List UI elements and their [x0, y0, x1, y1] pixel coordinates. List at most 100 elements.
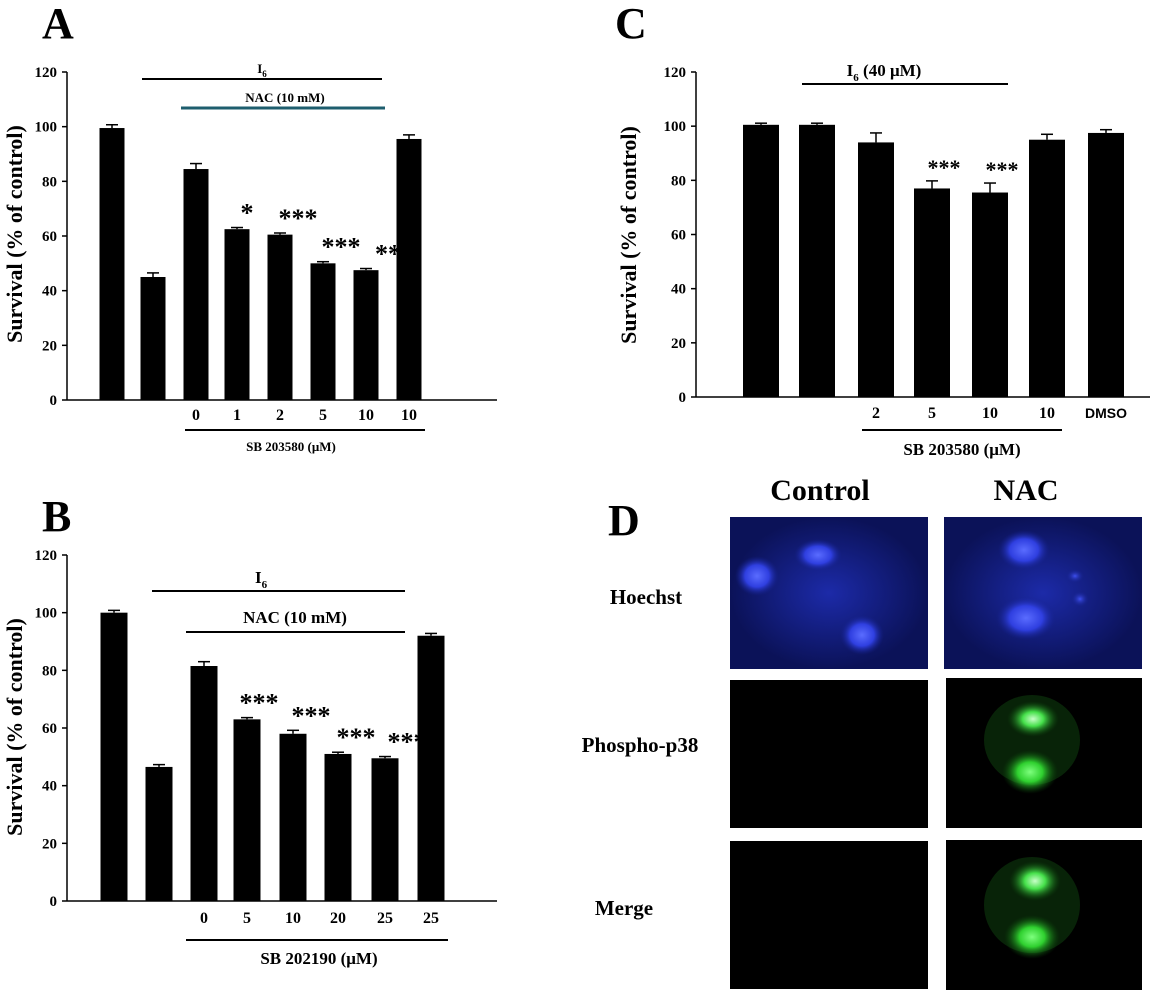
panel-b-x-tick-label: 20: [330, 910, 346, 927]
panel-c-y-tick-label: 0: [679, 390, 687, 406]
panel-b-y-tick-label: 100: [35, 606, 58, 622]
panel-a-significance-mark: *: [241, 199, 254, 228]
panel-c-x-tick-label: 10: [982, 405, 998, 422]
row-label-phospho-p38: Phospho-p38: [582, 733, 699, 757]
panel-a-y-tick-label: 100: [35, 120, 58, 136]
panel-b-bar: [417, 635, 445, 901]
panel-c-x-tick-label: 5: [928, 405, 936, 422]
panel-b-significance-mark: ***: [292, 701, 331, 730]
panel-b-x-tick-label: 25: [423, 910, 439, 927]
panel-b-x-tick-labels: 0 5 10 20 25 25: [200, 910, 439, 927]
panel-b-bar: [279, 733, 307, 901]
image-hoechst-control: [730, 517, 928, 669]
panel-c-bar: [858, 142, 894, 397]
panel-c-label: C: [615, 0, 647, 48]
row-label-merge: Merge: [595, 896, 653, 920]
panel-a-bar: [140, 277, 166, 400]
panel-b-label: B: [42, 492, 71, 541]
panel-a-bar: [224, 229, 250, 400]
panel-a-y-axis-label: Survival (% of control): [2, 125, 27, 343]
panel-a-y-tick-label: 60: [42, 229, 57, 245]
row-label-hoechst: Hoechst: [610, 585, 682, 609]
panel-a-sb-label: SB 203580 (μM): [246, 439, 336, 454]
panel-c-y-tick-label: 40: [671, 282, 686, 298]
panel-c-y-tick-label: 120: [664, 65, 687, 81]
image-merge-control: [730, 841, 928, 989]
panel-b-x-tick-label: 5: [243, 910, 251, 927]
panel-b-significance-mark: ***: [240, 689, 279, 718]
panel-c-x-tick-label: 10: [1039, 405, 1055, 422]
panel-a-bar: [183, 169, 209, 400]
image-merge-nac: [946, 840, 1142, 990]
panel-a-i6-label: I6: [257, 61, 267, 79]
panel-c-bar: [743, 124, 779, 397]
chart-panel-c: C Survival (% of control) 0 20 40 60 80 100 12…: [615, 0, 1150, 459]
panel-b-bars: [100, 609, 445, 901]
column-header-control: Control: [770, 474, 869, 507]
panel-a-y-tick-label: 20: [42, 338, 57, 354]
panel-c-y-tick-label: 60: [671, 228, 686, 244]
panel-b-bar: [145, 766, 173, 901]
panel-c-bar: [1029, 139, 1065, 398]
panel-a-bar: [396, 138, 422, 400]
panel-c-y-axis-label: Survival (% of control): [616, 126, 641, 344]
panel-a-x-tick-label: 10: [358, 407, 374, 424]
panel-a-significance-mark: **: [375, 240, 401, 269]
panel-a-x-tick-label: 2: [276, 407, 284, 424]
panel-b-y-tick-label: 40: [42, 779, 57, 795]
panel-c-bar: [1088, 132, 1124, 397]
chart-panel-a: A Survival (% of control) 0 20 40 60 80 100 1 2…: [2, 0, 497, 454]
panel-a-bar: [99, 128, 125, 401]
panel-c-bar: [914, 188, 950, 397]
panel-b-significance-mark: ***: [337, 723, 376, 752]
chart-panel-b: B Survival (% of control) 02040608010012…: [2, 492, 497, 968]
panel-b-y-tick-label: 120: [35, 548, 58, 564]
panel-c-y-tick-label: 80: [671, 173, 686, 189]
panel-a-x-tick-labels: 0 1 2 5 10 10: [192, 407, 417, 424]
panel-a-bars: [99, 124, 422, 401]
panel-b-x-tick-label: 10: [285, 910, 301, 927]
panel-a-y-tick-label: 40: [42, 284, 57, 300]
panel-b-bar: [190, 666, 218, 901]
panel-a-significance-mark: ***: [279, 204, 318, 233]
panel-c-x-tick-labels: 2 5 10 10 DMSO: [872, 405, 1127, 422]
panel-c-bar: [799, 124, 835, 397]
panel-b-i6-label: I6: [255, 568, 268, 591]
panel-a-x-tick-label: 5: [319, 407, 327, 424]
panel-b-bar: [324, 753, 352, 901]
panel-b-x-tick-label: 25: [377, 910, 393, 927]
panel-a-x-tick-label: 1: [233, 407, 241, 424]
panel-b-y-axis-label: Survival (% of control): [2, 618, 27, 836]
panel-b-y-tick-label: 20: [42, 836, 57, 852]
panel-b-x-tick-label: 0: [200, 910, 208, 927]
microscopy-panel-d: D Control NAC Hoechst Phospho-p38 Merge: [582, 474, 1142, 990]
panel-a-significance-mark: ***: [322, 233, 361, 262]
panel-b-bar: [100, 612, 128, 901]
panel-b-bar: [233, 719, 261, 901]
panel-b-y-tick-label: 80: [42, 663, 57, 679]
panel-c-axes: 0 20 40 60 80 100 120: [664, 65, 1150, 406]
panel-a-nac-label: NAC (10 mM): [245, 90, 324, 105]
panel-c-i6-label: I6 (40 μM): [847, 61, 922, 84]
panel-b-significance-mark: ***: [388, 728, 427, 757]
image-hoechst-nac: [944, 517, 1142, 669]
panel-b-bar: [371, 758, 399, 901]
panel-c-significance-mark: ***: [986, 157, 1019, 182]
panel-c-x-tick-label: 2: [872, 405, 880, 422]
panel-a-x-tick-label: 0: [192, 407, 200, 424]
panel-b-sb-label: SB 202190 (μM): [260, 949, 377, 968]
panel-a-bar: [353, 270, 379, 400]
image-phospho-p38-nac: [946, 678, 1142, 828]
panel-c-y-tick-label: 100: [664, 119, 687, 135]
panel-a-axes: 0 20 40 60 80 100 120: [35, 65, 497, 409]
panel-a-label: A: [42, 0, 74, 48]
panel-a-x-tick-label: 10: [401, 407, 417, 424]
panel-c-x-tick-label: DMSO: [1085, 405, 1127, 421]
panel-b-significance-marks: *** ****** ***: [240, 689, 427, 757]
panel-c-bar: [972, 192, 1008, 397]
panel-a-y-tick-label: 80: [42, 174, 57, 190]
panel-c-y-tick-label: 20: [671, 336, 686, 352]
panel-c-significance-marks: *** ***: [928, 155, 1019, 182]
panel-a-bar: [267, 234, 293, 400]
